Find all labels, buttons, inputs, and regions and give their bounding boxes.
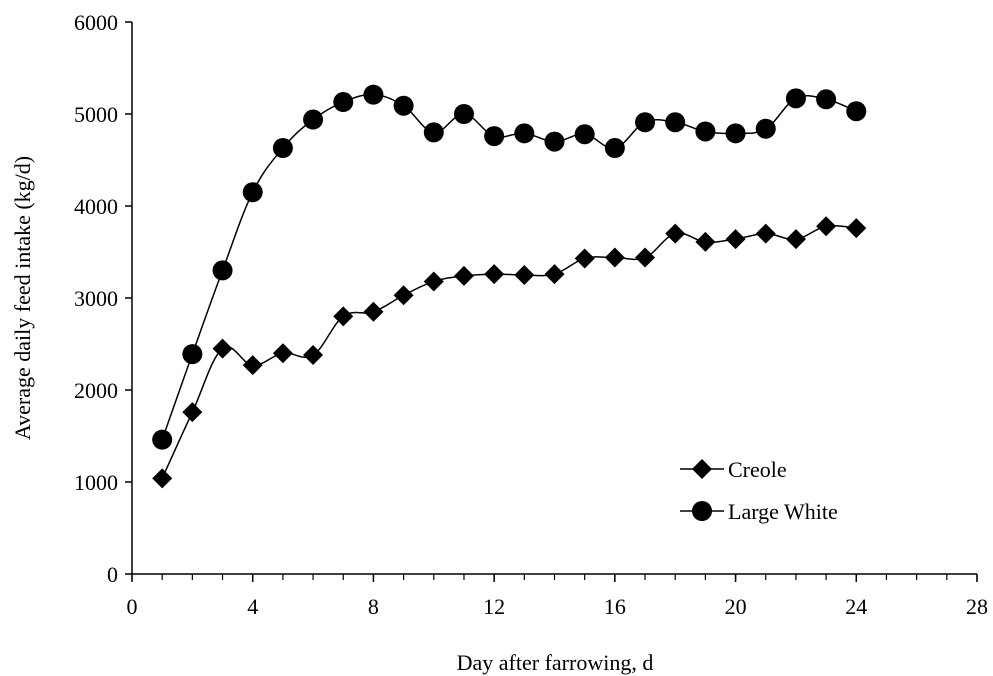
data-point-large-white bbox=[604, 138, 625, 159]
x-axis: 0 4 8 12 16 20 24 28 bbox=[127, 573, 988, 619]
data-point-creole bbox=[453, 265, 474, 286]
data-point-large-white bbox=[333, 92, 354, 113]
legend-marker-large-white bbox=[692, 501, 712, 521]
y-axis-title: Average daily feed intake (kg/d) bbox=[10, 156, 35, 440]
data-point-creole bbox=[333, 306, 354, 327]
legend-label-creole: Creole bbox=[728, 457, 787, 482]
y-tick-label: 5000 bbox=[74, 102, 118, 127]
y-tick-label: 6000 bbox=[74, 10, 118, 35]
data-point-creole bbox=[393, 285, 414, 306]
data-point-creole bbox=[363, 301, 384, 322]
data-point-creole bbox=[303, 345, 324, 366]
data-point-large-white bbox=[695, 121, 716, 142]
data-point-large-white bbox=[182, 344, 203, 365]
series-creole bbox=[152, 216, 867, 489]
data-point-large-white bbox=[363, 84, 384, 105]
data-point-large-white bbox=[544, 131, 565, 152]
series-large-white bbox=[152, 84, 867, 450]
data-point-large-white bbox=[484, 126, 505, 147]
data-point-large-white bbox=[725, 123, 746, 144]
data-point-large-white bbox=[423, 122, 444, 143]
data-point-creole bbox=[272, 343, 293, 364]
legend: Creole Large White bbox=[680, 457, 838, 524]
x-tick-label: 16 bbox=[604, 594, 626, 619]
series-layer bbox=[152, 84, 867, 489]
series-line-large-white bbox=[161, 93, 857, 440]
data-point-large-white bbox=[303, 109, 324, 130]
data-point-creole bbox=[242, 355, 263, 376]
data-point-large-white bbox=[785, 88, 806, 109]
data-point-creole bbox=[514, 265, 535, 285]
data-point-creole bbox=[816, 216, 837, 237]
data-point-creole bbox=[846, 218, 867, 239]
data-point-creole bbox=[755, 223, 776, 244]
data-point-creole bbox=[725, 229, 746, 250]
data-point-creole bbox=[574, 248, 595, 269]
data-point-large-white bbox=[152, 429, 173, 450]
data-point-large-white bbox=[665, 112, 686, 133]
data-point-creole bbox=[635, 247, 656, 268]
legend-item-creole: Creole bbox=[680, 457, 787, 482]
data-point-large-white bbox=[816, 89, 837, 110]
data-point-large-white bbox=[846, 101, 867, 122]
legend-marker-creole bbox=[692, 459, 712, 479]
y-tick-label: 2000 bbox=[74, 378, 118, 403]
legend-item-large-white: Large White bbox=[680, 499, 838, 524]
data-point-large-white bbox=[453, 104, 474, 124]
x-tick-label: 0 bbox=[127, 594, 138, 619]
data-point-large-white bbox=[635, 112, 656, 133]
y-tick-label: 3000 bbox=[74, 286, 118, 311]
x-tick-label: 20 bbox=[725, 594, 747, 619]
data-point-large-white bbox=[574, 124, 595, 145]
x-tick-label: 28 bbox=[966, 594, 988, 619]
x-tick-label: 4 bbox=[247, 594, 258, 619]
data-point-creole bbox=[665, 223, 686, 244]
x-tick-label: 24 bbox=[845, 594, 867, 619]
data-point-creole bbox=[785, 229, 806, 250]
data-point-creole bbox=[484, 264, 505, 285]
data-point-large-white bbox=[393, 95, 414, 116]
data-point-large-white bbox=[755, 118, 776, 139]
data-point-large-white bbox=[242, 182, 263, 203]
x-axis-title: Day after farrowing, d bbox=[457, 650, 654, 675]
y-axis: 0 1000 2000 3000 4000 5000 6000 bbox=[74, 10, 133, 587]
data-point-creole bbox=[182, 402, 203, 423]
data-point-creole bbox=[544, 264, 565, 285]
y-tick-label: 4000 bbox=[74, 194, 118, 219]
data-point-creole bbox=[423, 271, 444, 292]
legend-label-large-white: Large White bbox=[728, 499, 838, 524]
series-line-creole bbox=[161, 224, 857, 479]
data-point-large-white bbox=[212, 260, 233, 281]
y-tick-label: 0 bbox=[107, 562, 118, 587]
x-tick-label: 8 bbox=[368, 594, 379, 619]
data-point-creole bbox=[152, 468, 173, 489]
y-tick-label: 1000 bbox=[74, 470, 118, 495]
data-point-large-white bbox=[272, 138, 293, 159]
x-tick-label: 12 bbox=[483, 594, 505, 619]
data-point-large-white bbox=[514, 123, 535, 144]
data-point-creole bbox=[604, 247, 625, 268]
data-point-creole bbox=[695, 231, 716, 252]
data-point-creole bbox=[212, 338, 233, 359]
